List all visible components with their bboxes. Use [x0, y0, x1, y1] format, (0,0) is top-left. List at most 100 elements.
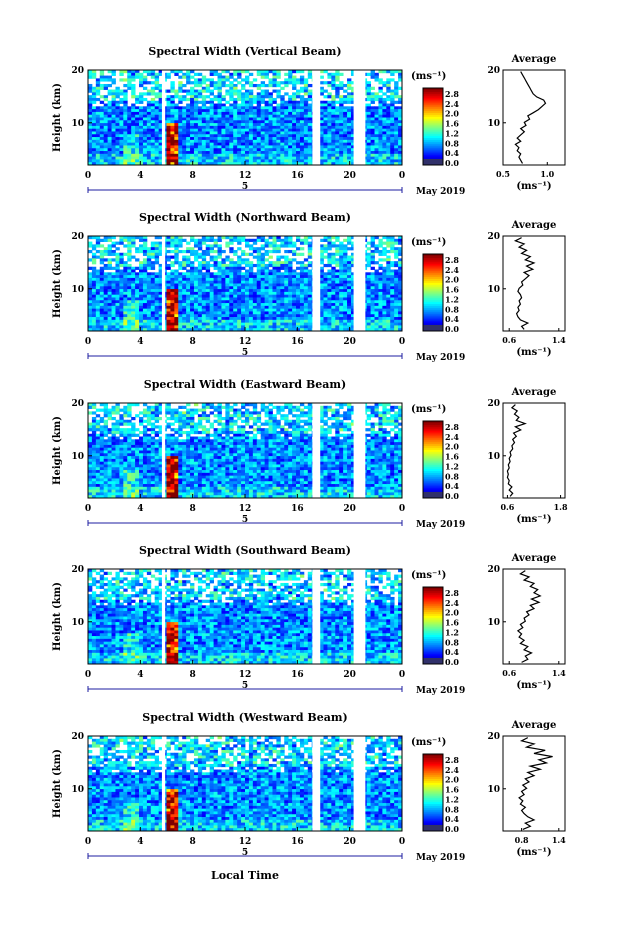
- heatmap-cell: [292, 87, 296, 90]
- heatmap-cell: [131, 92, 135, 95]
- heatmap-cell: [123, 126, 127, 129]
- heatmap-cell: [253, 95, 257, 98]
- heatmap-cell: [88, 470, 92, 473]
- heatmap-cell: [194, 323, 198, 326]
- heatmap-cell: [280, 261, 284, 264]
- heatmap-cell: [284, 73, 288, 76]
- colorbar-bottom-segment: [423, 325, 443, 331]
- heatmap-cell: [327, 253, 331, 256]
- heatmap-cell: [280, 325, 284, 328]
- heatmap-cell: [300, 264, 304, 267]
- heatmap-cell: [100, 73, 104, 76]
- heatmap-cell: [214, 81, 218, 84]
- heatmap-cell: [229, 120, 233, 123]
- heatmap-cell: [96, 314, 100, 317]
- heatmap-cell: [119, 311, 123, 314]
- heatmap-cell: [249, 295, 253, 298]
- heatmap-cell: [257, 247, 261, 250]
- heatmap-cell: [288, 309, 292, 312]
- heatmap-cell: [214, 87, 218, 90]
- heatmap-cell: [335, 143, 339, 146]
- heatmap-cell: [182, 289, 186, 292]
- heatmap-cell: [112, 284, 116, 287]
- heatmap-cell: [221, 154, 225, 157]
- heatmap-cell: [115, 134, 119, 137]
- heatmap-cell: [190, 289, 194, 292]
- heatmap-cell: [112, 286, 116, 289]
- heatmap-cell: [272, 84, 276, 87]
- heatmap-cell: [269, 323, 273, 326]
- heatmap-cell: [115, 300, 119, 303]
- heatmap-cell: [186, 98, 190, 101]
- heatmap-cell: [300, 106, 304, 109]
- heatmap-cell: [96, 90, 100, 93]
- heatmap-cell: [104, 84, 108, 87]
- heatmap-cell: [331, 78, 335, 81]
- heatmap-cell: [139, 131, 143, 134]
- heatmap-cell: [123, 272, 127, 275]
- heatmap-cell: [237, 275, 241, 278]
- heatmap-cell: [249, 131, 253, 134]
- heatmap-cell: [300, 101, 304, 104]
- heatmap-cell: [327, 92, 331, 95]
- heatmap-cell: [347, 309, 351, 312]
- heatmap-cell: [139, 309, 143, 312]
- heatmap-cell: [288, 109, 292, 112]
- heatmap-cell: [304, 109, 308, 112]
- heatmap-cell: [182, 278, 186, 281]
- heatmap-cell: [343, 239, 347, 242]
- heatmap-cell: [284, 78, 288, 81]
- heatmap-cell: [394, 151, 398, 154]
- heatmap-cell: [261, 95, 265, 98]
- heatmap-cell: [272, 272, 276, 275]
- heatmap-cell: [127, 306, 131, 309]
- heatmap-cell: [386, 137, 390, 140]
- heatmap-cell: [151, 303, 155, 306]
- heatmap-cell: [241, 154, 245, 157]
- heatmap-cell: [108, 143, 112, 146]
- heatmap-cell: [96, 92, 100, 95]
- heatmap-cell: [335, 289, 339, 292]
- heatmap-cell: [96, 159, 100, 162]
- heatmap-cell: [390, 137, 394, 140]
- heatmap-cell: [394, 101, 398, 104]
- heatmap-cell: [202, 87, 206, 90]
- heatmap-cell: [241, 101, 245, 104]
- heatmap-cell: [151, 261, 155, 264]
- heatmap-cell: [190, 284, 194, 287]
- heatmap-cell: [214, 292, 218, 295]
- heatmap-cell: [143, 264, 147, 267]
- heatmap-cell: [249, 126, 253, 129]
- heatmap-cell: [288, 311, 292, 314]
- heatmap-cell: [371, 317, 375, 320]
- heatmap-cell: [339, 115, 343, 118]
- heatmap-cell: [386, 148, 390, 151]
- heatmap-cell: [233, 317, 237, 320]
- heatmap-cell: [151, 101, 155, 104]
- heatmap-cell: [170, 148, 174, 151]
- heatmap-cell: [115, 323, 119, 326]
- heatmap-cell: [237, 314, 241, 317]
- heatmap-cell: [96, 239, 100, 242]
- heatmap-cell: [371, 292, 375, 295]
- heatmap-cell: [92, 140, 96, 143]
- heatmap-cell: [327, 95, 331, 98]
- heatmap-cell: [210, 92, 214, 95]
- heatmap-cell: [143, 323, 147, 326]
- heatmap-cell: [233, 87, 237, 90]
- heatmap-cell: [233, 73, 237, 76]
- heatmap-cell: [92, 106, 96, 109]
- heatmap-cell: [225, 317, 229, 320]
- heatmap-cell: [143, 145, 147, 148]
- heatmap-cell: [100, 317, 104, 320]
- heatmap-cell: [284, 134, 288, 137]
- heatmap-cell: [135, 131, 139, 134]
- heatmap-cell: [265, 297, 269, 300]
- heatmap-cell: [288, 325, 292, 328]
- heatmap-cell: [390, 244, 394, 247]
- heatmap-cell: [143, 159, 147, 162]
- heatmap-cell: [296, 123, 300, 126]
- heatmap-cell: [182, 325, 186, 328]
- heatmap-cell: [96, 414, 100, 417]
- heatmap-cell: [104, 115, 108, 118]
